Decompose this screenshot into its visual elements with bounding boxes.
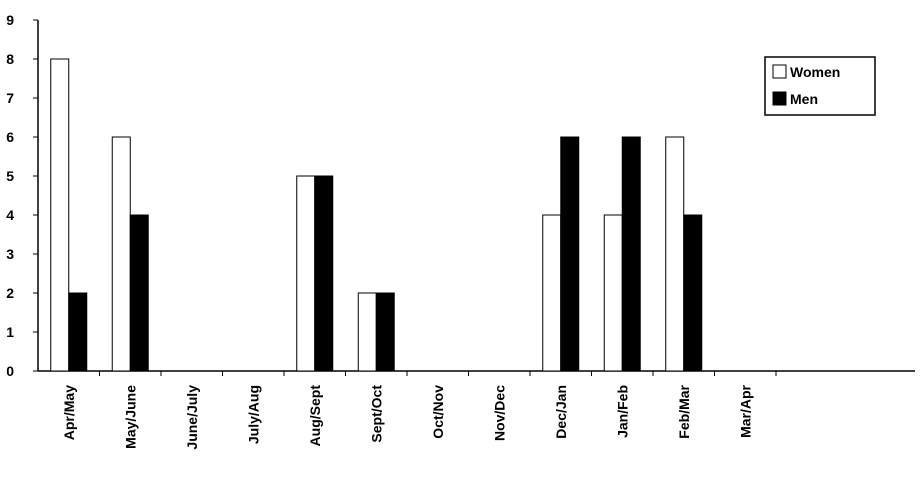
y-tick-label: 7 — [6, 90, 14, 106]
bar — [621, 136, 641, 372]
y-tick-label: 6 — [6, 129, 14, 145]
x-tick-label: May/June — [122, 385, 138, 449]
y-tick-label: 5 — [6, 168, 14, 184]
bar — [542, 214, 562, 372]
x-tick-label: July/Aug — [245, 385, 261, 444]
bar — [375, 292, 395, 372]
bar — [296, 175, 316, 372]
bar — [111, 136, 131, 372]
x-tick-label: Aug/Sept — [307, 385, 323, 447]
bar — [314, 175, 334, 372]
bar — [603, 214, 623, 372]
bar — [50, 58, 70, 372]
x-tick-label: Apr/May — [61, 385, 77, 440]
y-tick-label: 2 — [6, 285, 14, 301]
legend-swatch — [772, 91, 787, 106]
bar — [665, 136, 685, 372]
x-tick-label: Sept/Oct — [368, 385, 384, 443]
x-tick-label: Feb/Mar — [676, 384, 692, 438]
bar — [129, 214, 149, 372]
y-tick-label: 9 — [6, 12, 14, 28]
y-tick-label: 1 — [6, 324, 14, 340]
bar — [683, 214, 703, 372]
bar — [68, 292, 88, 372]
legend-swatch — [772, 64, 787, 79]
legend-label: Men — [790, 91, 818, 107]
bar — [357, 292, 377, 372]
x-tick-label: June/July — [184, 385, 200, 450]
x-tick-label: Oct/Nov — [430, 385, 446, 439]
x-tick-label: Nov/Dec — [491, 385, 507, 441]
y-tick-label: 8 — [6, 51, 14, 67]
x-tick-label: Dec/Jan — [553, 385, 569, 439]
y-tick-label: 3 — [6, 246, 14, 262]
x-tick-label: Mar/Apr — [737, 384, 753, 437]
legend-label: Women — [790, 64, 840, 80]
x-tick-label: Jan/Feb — [614, 385, 630, 438]
y-tick-label: 4 — [6, 207, 14, 223]
y-tick-label: 0 — [6, 363, 14, 379]
bar — [560, 136, 580, 372]
